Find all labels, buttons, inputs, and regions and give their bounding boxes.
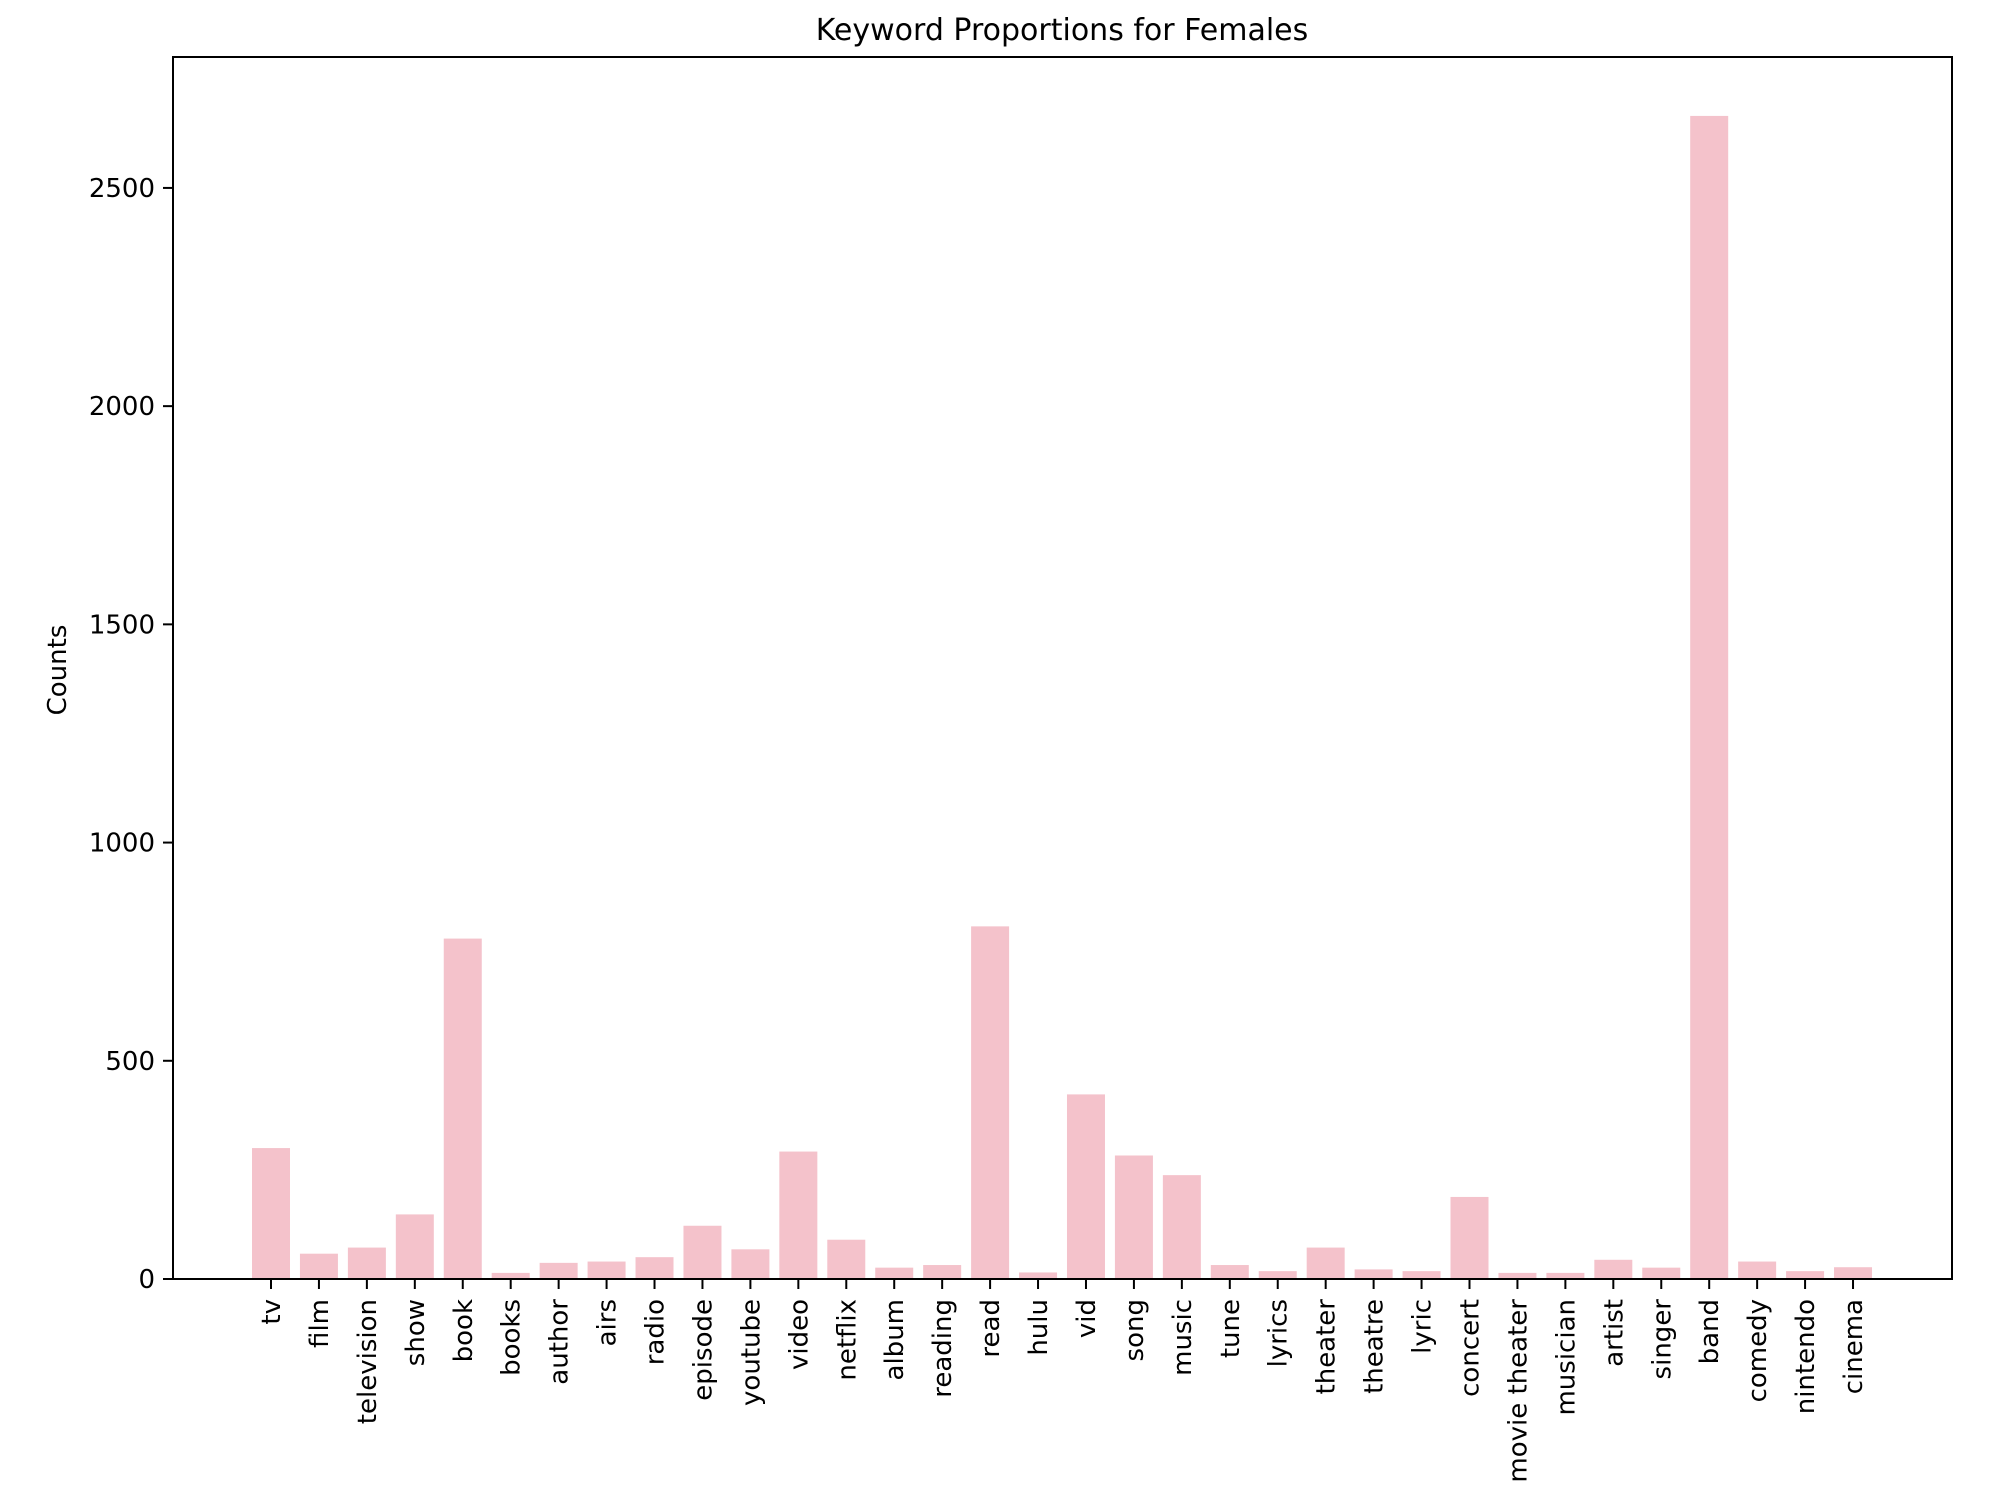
bar-reading [923, 1265, 962, 1279]
bar-episode [683, 1225, 722, 1279]
x-tick-label: lyric [1408, 1299, 1438, 1354]
bar-band [1690, 115, 1729, 1280]
bar-musician [1546, 1272, 1585, 1279]
bar-tv [252, 1148, 290, 1279]
x-tick-label: reading [928, 1299, 958, 1398]
y-tick-label: 1000 [89, 829, 155, 859]
x-tick-label: band [1695, 1299, 1725, 1364]
bar-tune [1210, 1265, 1249, 1279]
x-tick-label: read [976, 1299, 1006, 1358]
bar-comedy [1738, 1261, 1777, 1279]
x-tick-label: episode [688, 1299, 718, 1401]
x-tick-label: music [1168, 1299, 1198, 1376]
bar-book [443, 938, 482, 1279]
x-tick-label: video [784, 1299, 814, 1370]
y-tick-label: 0 [138, 1265, 155, 1295]
bar-music [1162, 1175, 1201, 1279]
bar-song [1114, 1155, 1153, 1279]
bar-album [875, 1267, 914, 1279]
x-tick-label: film [305, 1299, 335, 1348]
x-tick-label: lyrics [1264, 1299, 1294, 1367]
bar-cinema [1834, 1267, 1873, 1279]
x-tick-label: airs [593, 1299, 623, 1346]
bar-lyric [1402, 1271, 1441, 1279]
bar-radio [635, 1257, 674, 1279]
x-tick-label: song [1120, 1299, 1150, 1361]
x-tick-label: singer [1647, 1299, 1677, 1380]
x-tick-label: hulu [1024, 1299, 1054, 1356]
x-tick-label: radio [641, 1299, 671, 1365]
bar-television [347, 1247, 386, 1279]
y-tick-label: 500 [105, 1047, 155, 1077]
x-tick-label: tune [1216, 1299, 1246, 1358]
y-axis-ticks: 0 500 1000 1500 2000 2500 [89, 174, 173, 1295]
x-tick-label: concert [1456, 1299, 1486, 1397]
bar-hulu [1019, 1272, 1058, 1279]
bar-books [491, 1272, 530, 1279]
y-tick-label: 1500 [89, 610, 155, 640]
bar-author [539, 1262, 578, 1279]
x-tick-label: books [497, 1299, 527, 1376]
bar-youtube [731, 1249, 770, 1279]
x-tick-label: movie theater [1503, 1299, 1533, 1483]
x-tick-label: tv [257, 1299, 287, 1325]
bar-show [395, 1214, 434, 1279]
x-tick-label: comedy [1743, 1299, 1773, 1402]
x-tick-label: artist [1599, 1299, 1629, 1367]
bar-lyrics [1258, 1271, 1297, 1279]
bar-theater [1306, 1247, 1345, 1279]
bar-nintendo [1786, 1271, 1825, 1279]
bar-vid [1066, 1094, 1105, 1279]
x-tick-label: youtube [736, 1299, 766, 1406]
x-tick-label: theatre [1360, 1299, 1390, 1394]
bar-theatre [1354, 1269, 1393, 1279]
bar-movie-theater [1498, 1272, 1537, 1279]
plot-frame [172, 56, 1953, 1280]
y-tick-label: 2500 [89, 174, 155, 204]
bar-singer [1642, 1267, 1681, 1279]
x-tick-label: show [401, 1299, 431, 1366]
y-axis-label: Counts [43, 625, 73, 716]
x-tick-label: netflix [832, 1299, 862, 1381]
bar-video [779, 1151, 818, 1279]
x-tick-label: author [545, 1299, 575, 1385]
x-tick-label: cinema [1839, 1299, 1869, 1394]
bars-group [252, 115, 1873, 1280]
x-tick-label: album [880, 1299, 910, 1380]
x-tick-label: book [449, 1299, 479, 1362]
x-tick-label: musician [1551, 1299, 1581, 1416]
x-tick-label: television [353, 1299, 383, 1424]
x-tick-label: nintendo [1791, 1299, 1821, 1414]
bar-netflix [827, 1239, 866, 1279]
bar-read [971, 926, 1010, 1279]
bar-airs [587, 1261, 626, 1279]
x-tick-label: theater [1312, 1299, 1342, 1395]
bar-concert [1450, 1196, 1489, 1279]
y-tick-label: 2000 [89, 392, 155, 422]
bar-artist [1594, 1259, 1633, 1279]
x-tick-label: vid [1072, 1299, 1102, 1338]
bar-film [299, 1253, 338, 1279]
x-axis-ticks: tv film television show book books author airs r… [257, 1279, 1869, 1483]
chart-title: Keyword Proportions for Females [816, 13, 1309, 48]
